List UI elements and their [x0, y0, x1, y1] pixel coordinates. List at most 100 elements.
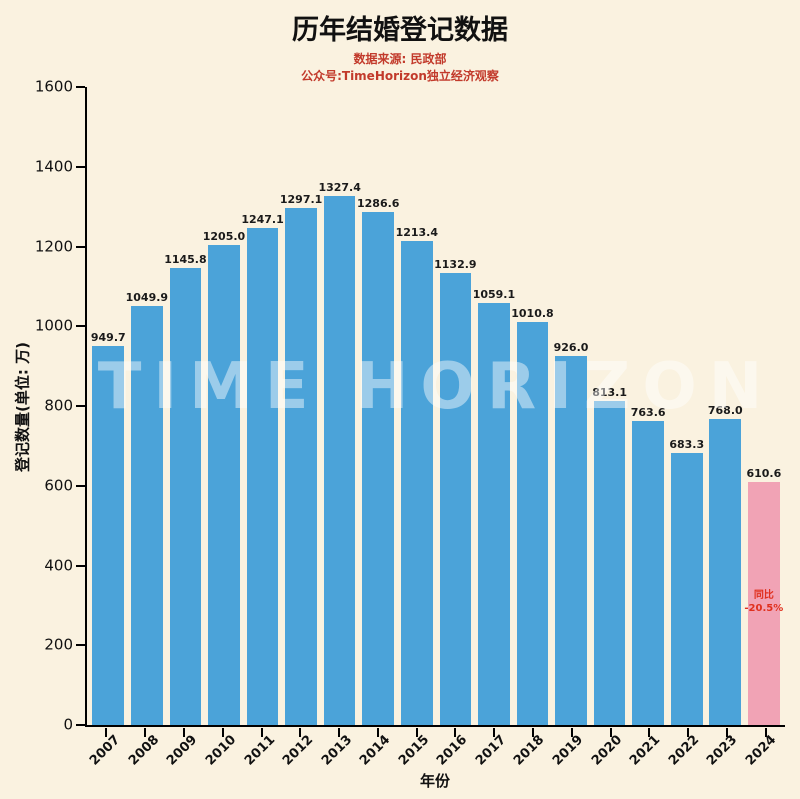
- y-tick-mark: [76, 325, 85, 328]
- bar-value-label: 1145.8: [164, 253, 207, 267]
- x-tick-mark: [725, 728, 728, 737]
- bar-column-2021: 763.6: [629, 87, 668, 725]
- bar: [709, 418, 742, 725]
- bar: [400, 241, 433, 725]
- bar-value-label: 1286.6: [357, 196, 400, 210]
- bar-column-2010: 1205.0: [202, 87, 246, 725]
- bar: [323, 195, 356, 725]
- x-tick-mark: [570, 728, 573, 737]
- bar-value-label: 1327.4: [318, 180, 361, 194]
- y-tick-label: 600: [44, 476, 73, 495]
- y-tick-label: 1000: [34, 316, 73, 335]
- bar: [169, 268, 202, 725]
- bar: [208, 244, 240, 725]
- bar-column-2023: 768.0: [706, 87, 745, 725]
- yoy-annotation: 同比 -20.5%: [744, 589, 784, 615]
- x-tick-2020: 2020: [588, 732, 625, 769]
- bar: [632, 420, 664, 725]
- x-tick-mark: [376, 728, 379, 737]
- bar-column-2017: 1059.1: [472, 87, 516, 725]
- x-tick-2019: 2019: [550, 732, 587, 769]
- bar-value-label: 683.3: [669, 437, 705, 451]
- bar: [362, 211, 395, 725]
- x-tick-2013: 2013: [318, 732, 355, 769]
- y-tick-label: 1600: [34, 77, 73, 96]
- x-tick-mark: [648, 728, 651, 737]
- y-tick-mark: [76, 165, 85, 168]
- bar-column-2018: 1010.8: [511, 87, 554, 725]
- x-tick-2008: 2008: [125, 732, 163, 769]
- y-tick-mark: [76, 245, 85, 248]
- bar-column-2012: 1297.1: [279, 87, 323, 725]
- bar-value-label: 1205.0: [202, 229, 246, 243]
- bar: [285, 207, 317, 725]
- bar: [92, 346, 125, 725]
- bar: [478, 302, 510, 725]
- bar: [670, 452, 703, 725]
- y-tick-mark: [76, 405, 85, 407]
- bar-value-label: 610.6: [746, 466, 782, 480]
- bar-value-label: 1059.1: [472, 287, 516, 301]
- bar-highlight: 同比 -20.5%: [744, 481, 783, 725]
- bar-column-2009: 1145.8: [164, 87, 207, 725]
- chart-title: 历年结婚登记数据: [292, 15, 508, 46]
- bar: [131, 306, 163, 725]
- bar-value-label: 1049.9: [125, 291, 169, 305]
- bar-value-label: 949.7: [90, 331, 126, 345]
- bar-value-label: 1297.1: [279, 192, 323, 206]
- x-tick-mark: [299, 728, 302, 737]
- x-tick-mark: [105, 728, 108, 737]
- bar-value-label: 1213.4: [395, 226, 439, 240]
- bar-value-label: 813.1: [592, 385, 627, 399]
- bars-container: 949.7 1049.9 1145.8 1205.0 1247.1 1297.1 1327.…: [87, 87, 785, 725]
- x-tick-mark: [531, 728, 534, 737]
- x-tick-2024: 2024: [742, 732, 780, 769]
- bar-column-2020: 813.1: [590, 87, 629, 725]
- bar: [555, 355, 587, 725]
- x-tick-2009: 2009: [164, 732, 201, 769]
- plot-area: 0 200 400 600 800 1000 1200 1400 1600 949.7 1049.…: [35, 79, 785, 769]
- bar: [593, 400, 626, 725]
- chart-subtitle-account: 公众号:TimeHorizon独立经济观察: [301, 69, 499, 83]
- bar-column-2007: 949.7: [89, 87, 128, 725]
- x-tick-mark: [260, 728, 263, 737]
- x-axis-title: 年份: [419, 772, 451, 790]
- y-tick-label: 400: [44, 556, 73, 574]
- bar: [439, 273, 472, 725]
- x-tick-2012: 2012: [280, 732, 317, 769]
- x-tick-mark: [144, 728, 147, 737]
- bar: [246, 227, 279, 725]
- x-tick-2022: 2022: [665, 732, 702, 769]
- bar-value-label: 1010.8: [511, 306, 554, 320]
- bar-column-2019: 926.0: [552, 87, 591, 725]
- bar-column-2022: 683.3: [667, 87, 706, 725]
- x-tick-mark: [454, 728, 457, 737]
- x-tick-2010: 2010: [202, 732, 240, 769]
- bar-value-label: 1247.1: [241, 212, 284, 226]
- x-tick-2023: 2023: [704, 732, 741, 769]
- y-tick-mark: [76, 644, 85, 647]
- bar-column-2011: 1247.1: [241, 87, 284, 725]
- x-tick-2021: 2021: [627, 732, 664, 769]
- x-tick-mark: [338, 728, 341, 737]
- y-axis: 0 200 400 600 800 1000 1200 1400 1600: [35, 79, 785, 732]
- y-tick-label: 0: [63, 715, 73, 734]
- x-tick-mark: [764, 728, 767, 737]
- x-tick-2017: 2017: [472, 732, 510, 769]
- x-tick-mark: [415, 728, 418, 737]
- x-tick-2011: 2011: [241, 732, 278, 769]
- y-tick-mark: [76, 564, 85, 567]
- chart-subtitle-source: 数据来源: 民政部: [353, 52, 447, 66]
- x-tick-mark: [182, 728, 185, 737]
- x-tick-2007: 2007: [87, 732, 124, 769]
- bar: [516, 321, 549, 725]
- bar-column-2014: 1286.6: [357, 87, 400, 725]
- bar-column-2013: 1327.4: [318, 87, 361, 725]
- bar-column-2015: 1213.4: [395, 87, 439, 725]
- y-tick-label: 1200: [34, 237, 73, 255]
- y-tick-mark: [76, 484, 85, 487]
- x-tick-mark: [221, 728, 224, 737]
- bar-value-label: 768.0: [707, 403, 743, 417]
- y-tick-mark: [76, 724, 85, 726]
